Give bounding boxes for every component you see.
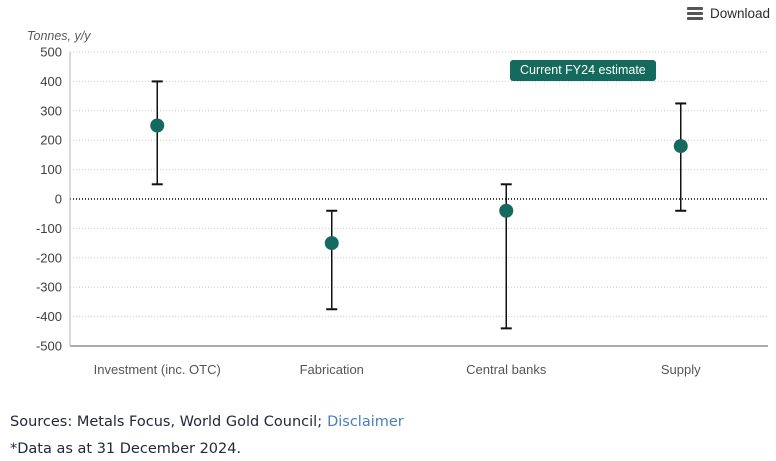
chart-canvas: 500 400 300 200 100 0 -100 -200 -300 -400 -500 Tonn…: [27, 29, 768, 377]
estimate-dot[interactable]: [499, 203, 514, 218]
category-label: Central banks: [466, 362, 547, 377]
y-axis-tick-label: -400: [36, 309, 62, 324]
chart: 500 400 300 200 100 0 -100 -200 -300 -400 -500 Tonn…: [27, 29, 768, 377]
y-axis-tick-label: 300: [40, 103, 62, 118]
y-axis-tick-label: -200: [36, 250, 62, 265]
menu-icon: [686, 7, 703, 20]
estimate-dot[interactable]: [150, 118, 165, 133]
category-label: Supply: [661, 362, 701, 377]
download-label: Download: [709, 6, 770, 21]
chart-footer: Sources: Metals Focus, World Gold Counci…: [10, 409, 404, 461]
sources-line: Sources: Metals Focus, World Gold Counci…: [10, 409, 404, 436]
y-axis-tick-label: 100: [40, 162, 62, 177]
y-axis-title: Tonnes, y/y: [27, 29, 91, 43]
y-axis-tick-label: -300: [36, 280, 62, 295]
y-axis-tick-label: 500: [40, 45, 62, 60]
y-axis-tick-label: 0: [55, 192, 62, 207]
disclaimer-link[interactable]: Disclaimer: [327, 414, 404, 430]
estimate-dot[interactable]: [673, 139, 688, 154]
y-axis-tick-label: -100: [36, 221, 62, 236]
legend-current-fy24-estimate[interactable]: Current FY24 estimate: [510, 60, 656, 81]
category-label: Investment (inc. OTC): [94, 362, 221, 377]
y-axis-tick-label: -500: [36, 339, 62, 354]
category-label: Fabrication: [300, 362, 364, 377]
estimate-dot[interactable]: [324, 236, 339, 251]
y-axis-tick-label: 400: [40, 74, 62, 89]
sources-text: Sources: Metals Focus, World Gold Counci…: [10, 414, 323, 430]
y-axis-tick-label: 200: [40, 133, 62, 148]
download-button[interactable]: Download: [686, 6, 770, 21]
data-note: *Data as at 31 December 2024.: [10, 441, 242, 457]
